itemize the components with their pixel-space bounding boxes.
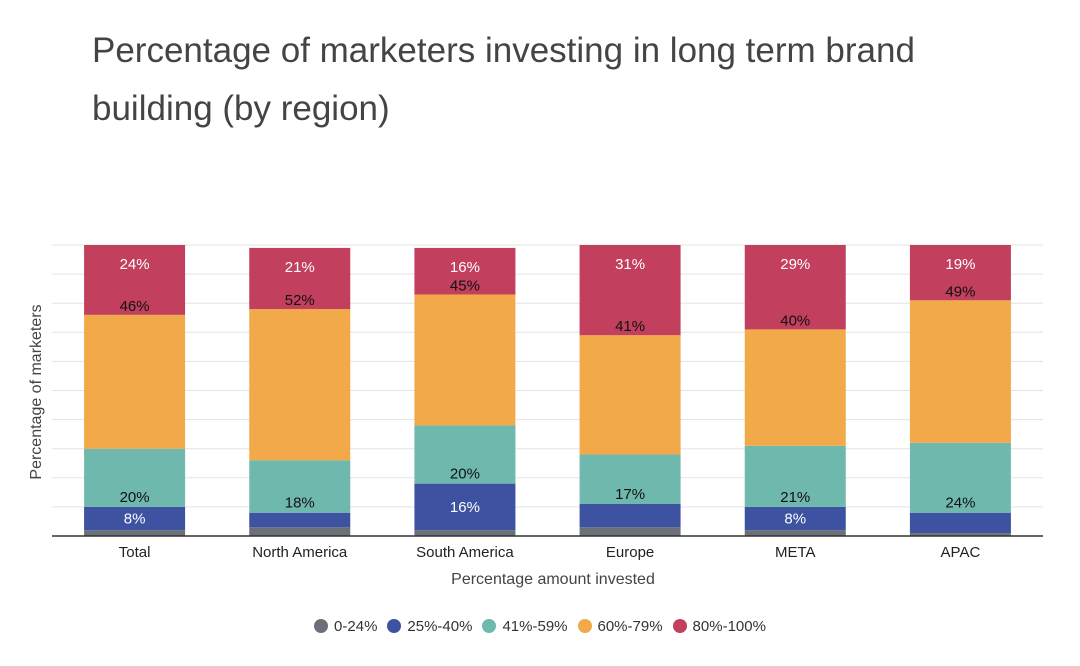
bar-segment-80-100- — [414, 247, 516, 295]
legend-swatch — [314, 619, 329, 633]
bar-segment-0-24- — [249, 527, 351, 536]
bar-segment-41-59- — [579, 454, 681, 504]
data-label: 19% — [945, 256, 975, 273]
bar-segment-25-40- — [909, 512, 1011, 534]
x-tick-label: North America — [252, 544, 348, 561]
legend-swatch — [672, 619, 687, 633]
y-axis-title: Percentage of marketers — [28, 304, 45, 479]
x-tick-label: Total — [119, 544, 151, 561]
legend-label: 0-24% — [334, 618, 378, 635]
bar-segment-41-59- — [249, 460, 351, 513]
stacked-bar-chart: 8%20%46%24%18%52%21%16%20%45%16%17%41%31… — [28, 244, 1043, 588]
legend-swatch — [482, 619, 497, 633]
data-label: 41% — [615, 318, 645, 335]
bar-segment-25-40- — [414, 483, 516, 531]
x-tick-label: Europe — [606, 544, 654, 561]
bar-segment-60-79- — [909, 300, 1011, 443]
data-label: 17% — [615, 486, 645, 503]
bar-segment-0-24- — [84, 530, 186, 536]
legend-label: 80%-100% — [692, 618, 766, 635]
bar-segment-41-59- — [744, 445, 846, 507]
data-label: 21% — [780, 489, 810, 506]
data-label: 46% — [120, 298, 150, 315]
data-label: 21% — [285, 259, 315, 276]
bar-segment-0-24- — [909, 533, 1011, 536]
x-tick-label: South America — [416, 544, 514, 561]
bars — [84, 245, 1011, 536]
legend-label: 41%-59% — [502, 618, 568, 635]
x-tick-label: APAC — [941, 544, 981, 561]
bar-segment-0-24- — [414, 530, 516, 536]
data-label: 20% — [120, 489, 150, 506]
legend: 0-24% 25%-40% 41%-59% 60%-79% 80%-100% — [0, 618, 1080, 635]
bar-segment-60-79- — [579, 335, 681, 455]
legend-item: 41%-59% — [482, 618, 568, 635]
bar-segment-60-79- — [744, 329, 846, 446]
data-label: 8% — [784, 511, 806, 528]
data-label: 52% — [285, 292, 315, 309]
x-axis-title: Percentage amount invested — [451, 571, 655, 588]
bar-segment-80-100- — [744, 245, 846, 330]
bar-segment-25-40- — [84, 506, 186, 531]
data-label: 49% — [945, 283, 975, 300]
data-label: 29% — [780, 256, 810, 273]
data-label: 8% — [124, 511, 146, 528]
bar-segment-25-40- — [744, 506, 846, 531]
legend-label: 60%-79% — [597, 618, 663, 635]
data-labels: 8%20%46%24%18%52%21%16%20%45%16%17%41%31… — [120, 256, 976, 528]
legend-item: 80%-100% — [672, 618, 766, 635]
data-label: 24% — [120, 256, 150, 273]
legend-item: 60%-79% — [577, 618, 663, 635]
bar-segment-80-100- — [84, 245, 186, 315]
bar-segment-41-59- — [909, 442, 1011, 513]
bar-segment-41-59- — [414, 425, 516, 484]
data-label: 40% — [780, 312, 810, 329]
bar-segment-0-24- — [744, 530, 846, 536]
gridlines — [52, 244, 1043, 537]
bar-segment-60-79- — [84, 314, 186, 449]
legend-swatch — [387, 619, 402, 633]
chart-title: Percentage of marketers investing in lon… — [92, 31, 915, 128]
data-label: 45% — [450, 277, 480, 294]
data-label: 24% — [945, 495, 975, 512]
legend-label: 25%-40% — [407, 618, 473, 635]
bar-segment-25-40- — [249, 512, 351, 528]
data-label: 18% — [285, 495, 315, 512]
legend-swatch — [577, 619, 592, 633]
legend-item: 25%-40% — [387, 618, 472, 635]
data-label: 31% — [615, 256, 645, 273]
bar-segment-80-100- — [249, 247, 351, 310]
bar-segment-60-79- — [414, 294, 516, 426]
x-tick-labels: Total North America South America Europe MET… — [119, 544, 981, 561]
bar-segment-0-24- — [579, 527, 681, 536]
x-tick-label: META — [775, 544, 816, 561]
data-label: 20% — [450, 466, 480, 483]
legend-item: 0-24% — [314, 618, 377, 635]
bar-segment-41-59- — [84, 448, 186, 507]
bar-segment-60-79- — [249, 309, 351, 461]
bar-segment-80-100- — [579, 245, 681, 336]
data-label: 16% — [450, 499, 480, 516]
data-label: 16% — [450, 259, 480, 276]
bar-segment-25-40- — [579, 503, 681, 528]
bar-segment-80-100- — [909, 245, 1011, 301]
